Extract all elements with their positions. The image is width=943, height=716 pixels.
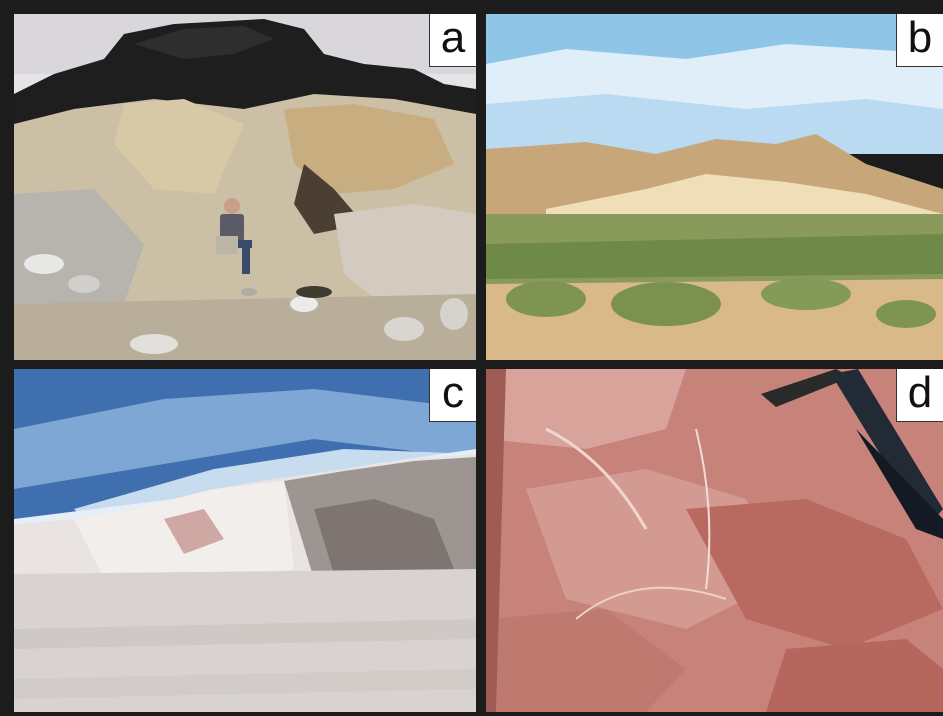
panel-label-a: a <box>429 14 476 67</box>
panel-label-d: d <box>896 369 943 422</box>
panel-c: c <box>14 369 476 712</box>
panel-d: d <box>486 369 943 712</box>
panel-d-photo <box>486 369 943 712</box>
panel-b-photo <box>486 14 943 360</box>
panel-label-b: b <box>896 14 943 67</box>
panel-a: a <box>14 14 476 360</box>
panel-a-photo <box>14 14 476 360</box>
panel-b: b <box>486 14 943 360</box>
panel-label-c: c <box>429 369 476 422</box>
panel-c-photo <box>14 369 476 712</box>
